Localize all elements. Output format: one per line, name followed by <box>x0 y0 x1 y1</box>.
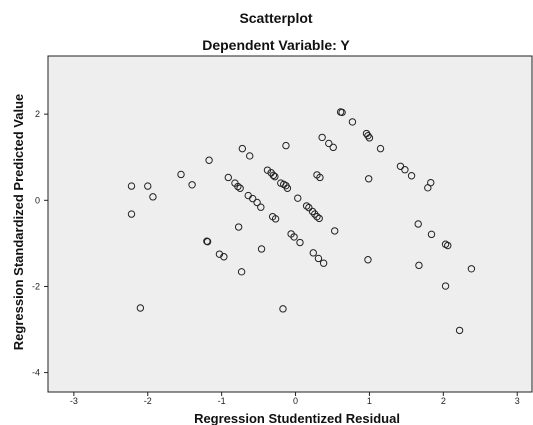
x-axis-ticks: -3 -2 -1 0 1 2 3 <box>70 392 520 406</box>
data-point <box>220 253 228 261</box>
data-point <box>455 326 464 335</box>
data-point <box>271 172 279 181</box>
data-point <box>290 233 298 241</box>
data-point <box>263 166 272 174</box>
data-point <box>269 171 278 180</box>
data-point <box>313 212 321 221</box>
data-point <box>414 220 422 228</box>
data-point <box>309 249 317 257</box>
data-point <box>444 241 452 250</box>
data-point <box>427 230 436 239</box>
data-point <box>329 143 337 152</box>
x-tick-label: 2 <box>441 396 446 406</box>
data-point <box>253 198 261 207</box>
data-point <box>319 259 328 267</box>
data-point <box>127 182 136 190</box>
x-tick-label: -2 <box>144 396 152 406</box>
data-point <box>144 182 152 190</box>
data-point <box>237 268 246 276</box>
data-point <box>348 118 357 126</box>
data-point <box>267 169 275 177</box>
plot-area <box>47 55 533 393</box>
data-point <box>311 210 319 218</box>
data-point <box>136 304 145 312</box>
x-tick-label: 1 <box>367 396 372 406</box>
data-point <box>279 305 287 313</box>
data-point <box>257 203 265 211</box>
data-point <box>177 170 185 179</box>
data-point <box>234 182 242 191</box>
data-point <box>318 133 326 142</box>
x-tick-label: 3 <box>515 396 520 406</box>
x-axis-label: Regression Studentized Residual <box>194 411 400 425</box>
data-point <box>127 210 136 218</box>
data-point <box>331 227 339 235</box>
data-point <box>407 172 416 180</box>
y-tick-label: 0 <box>35 195 40 205</box>
data-point <box>224 173 232 182</box>
data-point <box>467 265 476 273</box>
chart-title: Scatterplot <box>239 10 312 26</box>
data-point <box>271 215 280 223</box>
x-tick-label: 0 <box>293 396 298 406</box>
data-point <box>234 223 243 231</box>
data-point <box>236 184 244 192</box>
y-tick-label: 2 <box>35 109 40 119</box>
data-point <box>296 238 304 247</box>
data-point <box>314 254 323 263</box>
y-axis-label: Regression Standardized Predicted Value <box>11 94 26 350</box>
data-point <box>315 214 323 223</box>
x-tick-label: -3 <box>70 396 78 406</box>
data-point <box>282 141 290 150</box>
data-point <box>205 156 213 164</box>
data-point <box>238 144 247 153</box>
data-point <box>415 261 423 270</box>
data-point <box>364 175 373 183</box>
data-point <box>149 193 157 201</box>
data-point <box>302 202 311 210</box>
data-point <box>364 131 372 140</box>
data-point <box>294 194 302 202</box>
data-point <box>316 173 324 182</box>
data-point <box>257 245 266 253</box>
y-tick-label: -2 <box>32 281 40 291</box>
data-point <box>308 207 317 216</box>
data-point <box>325 139 333 148</box>
data-point <box>248 194 257 203</box>
x-tick-label: -1 <box>218 396 226 406</box>
data-point <box>376 144 385 153</box>
data-point <box>401 166 409 174</box>
y-axis-ticks: -4 -2 0 2 <box>32 109 48 378</box>
data-point <box>427 178 435 187</box>
data-point <box>283 184 292 192</box>
data-points <box>127 108 476 335</box>
data-point <box>365 134 374 142</box>
data-point <box>441 282 450 290</box>
chart-subtitle: Dependent Variable: Y <box>202 37 350 53</box>
data-point <box>188 181 196 189</box>
data-point <box>305 203 313 212</box>
data-point <box>246 152 254 160</box>
y-tick-label: -4 <box>32 368 40 378</box>
data-point <box>364 256 372 264</box>
data-point <box>203 237 212 246</box>
data-point <box>338 108 346 117</box>
